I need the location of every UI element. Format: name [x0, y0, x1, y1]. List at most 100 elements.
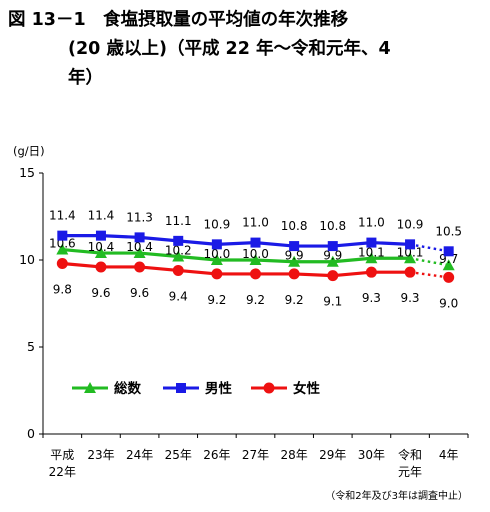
- data-point-female: [95, 261, 107, 273]
- data-point-male: [405, 239, 416, 250]
- data-point-male: [95, 230, 106, 241]
- data-point-female: [327, 270, 339, 282]
- footnote: （令和2年及び3年は調査中止）: [325, 489, 468, 502]
- x-tick-label: 26年: [203, 448, 230, 462]
- title-line-3: 年）: [68, 68, 103, 88]
- x-tick-label: 令和: [398, 447, 422, 462]
- x-tick-label: 27年: [242, 448, 269, 462]
- data-label-female: 9.6: [130, 286, 149, 300]
- x-tick-label: 23年: [87, 448, 114, 462]
- y-tick-label: 15: [19, 165, 35, 180]
- data-label-total: 10.4: [88, 240, 115, 254]
- data-point-male: [250, 237, 261, 248]
- data-point-total: [172, 250, 185, 262]
- data-point-female: [404, 266, 416, 278]
- legend-marker-male: [176, 383, 186, 393]
- data-point-male: [327, 241, 338, 252]
- data-point-male: [443, 246, 454, 257]
- data-point-female: [211, 268, 223, 280]
- data-label-total: 10.2: [165, 244, 192, 258]
- legend-label-total: 総数: [114, 380, 141, 397]
- data-label-male: 11.4: [49, 209, 76, 223]
- data-point-female: [443, 271, 455, 283]
- data-label-male: 11.4: [88, 209, 115, 223]
- data-label-total: 10.4: [126, 240, 153, 254]
- data-label-female: 9.3: [362, 291, 381, 305]
- data-point-male: [366, 237, 377, 248]
- data-label-total: 10.0: [242, 247, 269, 261]
- x-tick-label: 28年: [280, 448, 307, 462]
- data-point-female: [56, 257, 68, 269]
- data-label-total: 10.6: [49, 237, 76, 251]
- x-tick-label: 元年: [398, 465, 422, 479]
- x-tick-label: 25年: [165, 448, 192, 462]
- x-tick-label: 29年: [319, 448, 346, 462]
- data-point-total: [288, 255, 301, 267]
- data-label-total: 10.1: [397, 245, 424, 259]
- data-point-total: [210, 254, 223, 265]
- data-point-total: [326, 255, 339, 267]
- data-label-total: 9.9: [323, 249, 342, 263]
- series-line-male: [62, 234, 411, 248]
- series-gap-line-male: [409, 243, 449, 253]
- data-label-male: 11.0: [358, 216, 385, 230]
- series-gap-line-female: [409, 270, 449, 279]
- data-point-male: [211, 239, 222, 250]
- data-point-female: [288, 268, 300, 280]
- data-label-male: 10.8: [281, 219, 308, 233]
- y-tick-label: 0: [27, 426, 35, 441]
- legend-marker-total: [84, 382, 96, 393]
- legend-label-female: 女性: [293, 380, 320, 397]
- data-label-female: 9.3: [400, 291, 419, 305]
- x-tick-label: 平成: [50, 448, 74, 462]
- series-gap-line-total: [409, 257, 449, 267]
- data-label-male: 11.1: [165, 214, 192, 228]
- data-point-total: [404, 252, 417, 264]
- data-point-male: [134, 232, 145, 243]
- series-line-total: [62, 247, 411, 264]
- data-label-male: 11.3: [126, 210, 153, 224]
- data-point-male: [57, 230, 68, 241]
- data-point-male: [173, 235, 184, 246]
- data-label-male: 11.0: [242, 216, 269, 230]
- data-point-total: [133, 247, 146, 259]
- data-point-total: [56, 243, 69, 255]
- data-point-female: [172, 264, 184, 276]
- chart-title: 図 13－1 食塩摂取量の平均値の年次推移 (20 歳以上)（平成 22 年～令…: [8, 6, 482, 93]
- data-label-female: 9.4: [169, 289, 188, 303]
- x-tick-label: 22年: [49, 465, 76, 479]
- title-line-1: 図 13－1 食塩摂取量の平均値の年次推移: [8, 10, 349, 30]
- data-point-female: [250, 268, 261, 280]
- data-point-female: [365, 266, 377, 278]
- series-line-female: [62, 261, 411, 278]
- data-label-male: 10.8: [319, 219, 346, 233]
- y-tick-label: 10: [19, 252, 35, 267]
- x-tick-label: 30年: [358, 448, 385, 462]
- data-point-female: [134, 261, 146, 273]
- data-label-total: 10.0: [204, 247, 231, 261]
- data-point-total: [365, 252, 378, 264]
- data-label-male: 10.9: [397, 217, 424, 231]
- y-tick-label: 5: [27, 339, 35, 354]
- data-label-female: 9.2: [207, 293, 226, 307]
- x-tick-label: 24年: [126, 448, 153, 462]
- data-point-male: [289, 241, 300, 252]
- data-point-total: [249, 254, 262, 265]
- data-label-total: 9.9: [285, 249, 304, 263]
- x-tick-label: 4年: [439, 448, 459, 462]
- data-label-female: 9.8: [53, 282, 72, 296]
- data-label-female: 9.6: [91, 286, 110, 300]
- data-label-male: 10.5: [435, 224, 462, 238]
- data-label-female: 9.2: [246, 293, 265, 307]
- data-point-total: [442, 259, 455, 271]
- data-label-total: 10.1: [358, 245, 385, 259]
- legend-label-male: 男性: [205, 380, 232, 397]
- data-label-female: 9.0: [439, 296, 458, 310]
- data-label-male: 10.9: [204, 217, 231, 231]
- data-point-total: [94, 247, 107, 259]
- y-axis-unit-label: (g/日): [13, 144, 45, 158]
- data-label-female: 9.1: [323, 295, 342, 309]
- legend-marker-female: [263, 382, 275, 394]
- title-line-2: (20 歳以上)（平成 22 年～令和元年、4: [68, 39, 391, 59]
